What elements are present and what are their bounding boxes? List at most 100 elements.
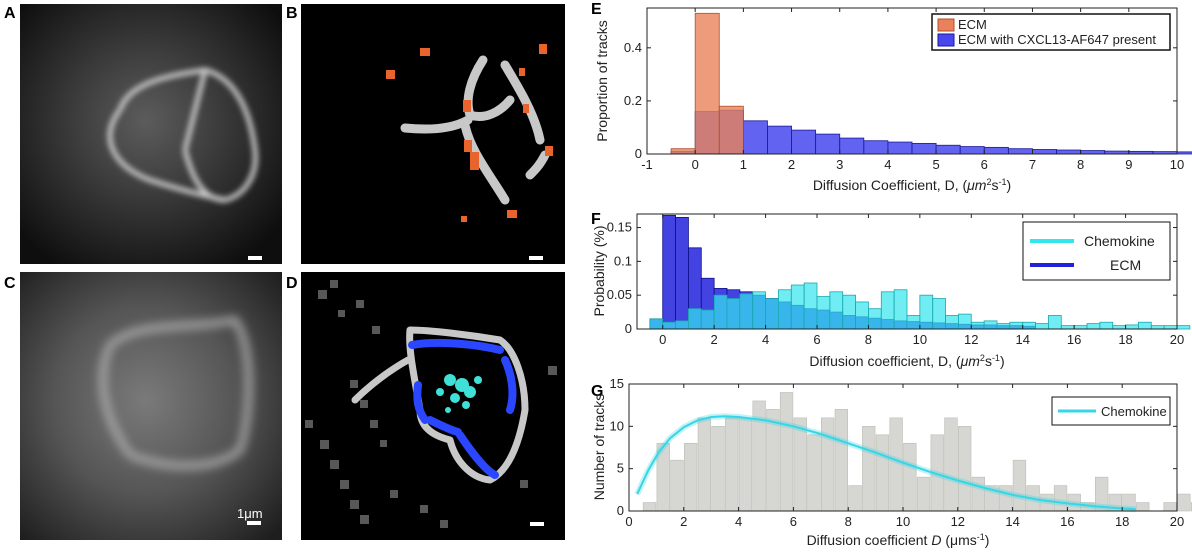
bar-chemokine — [713, 294, 728, 330]
x-tick-label: -1 — [641, 157, 653, 172]
y-tick-label: 0 — [635, 146, 642, 161]
bar-ecm-chemokine — [1007, 148, 1033, 155]
x-tick-label: 10 — [896, 514, 910, 529]
bar-chemokine — [662, 321, 676, 330]
bar-ecm — [670, 148, 696, 155]
micrograph-a — [20, 4, 282, 264]
bar-chemokine — [1176, 325, 1191, 330]
x-tick-label: 2 — [711, 332, 718, 347]
y-tick-label: 0.05 — [607, 287, 632, 302]
bar-chemokine — [752, 291, 766, 330]
bar-chemokine — [1138, 321, 1152, 330]
panel-letter-a: A — [4, 5, 16, 22]
bar-tracks — [1177, 493, 1191, 512]
x-tick-label: 5 — [932, 157, 939, 172]
bar-tracks — [779, 392, 794, 512]
bar-tracks — [807, 434, 821, 512]
bar-chemokine — [893, 289, 908, 330]
bar-tracks — [697, 417, 711, 512]
axes-frame — [636, 213, 1178, 330]
bar-ecm-chemokine — [959, 146, 985, 155]
x-tick-label: 20 — [1170, 332, 1184, 347]
bar-tracks — [1053, 485, 1068, 512]
bar-tracks — [957, 426, 972, 512]
y-axis-label: Proportion of tracks — [594, 20, 610, 141]
x-tick-label: 0 — [692, 157, 699, 172]
bar-ecm — [662, 214, 676, 330]
legend-label-ecm-chemokine: ECM with CXCL13-AF647 present — [958, 32, 1156, 47]
micrograph-c — [20, 272, 282, 540]
bar-chemokine — [1035, 323, 1049, 330]
bar-chemokine — [1163, 325, 1178, 330]
bar-tracks — [642, 502, 657, 512]
x-tick-label: 2 — [680, 514, 687, 529]
x-tick-label: 8 — [1077, 157, 1084, 172]
bar-chemokine — [932, 298, 946, 330]
x-tick-label: 8 — [865, 332, 872, 347]
bar-tracks — [862, 426, 876, 512]
x-tick-label: 16 — [1067, 332, 1081, 347]
bar-chemokine — [1099, 321, 1114, 330]
bar-ecm-chemokine — [1176, 151, 1192, 155]
y-tick-label: 0 — [617, 503, 624, 518]
y-tick-label: 5 — [617, 461, 624, 476]
x-tick-label: 4 — [762, 332, 769, 347]
legend-box — [931, 13, 1171, 51]
bar-chemokine — [996, 323, 1011, 330]
bar-chemokine — [1048, 315, 1062, 330]
bar-chemokine — [919, 294, 934, 330]
bar-tracks — [1163, 502, 1177, 512]
y-tick-label: 0.1 — [614, 253, 632, 268]
bar-chemokine — [778, 289, 792, 330]
bar-chemokine — [906, 315, 921, 330]
bar-chemokine — [765, 298, 779, 330]
legend-swatch-ecm — [937, 18, 955, 32]
bar-ecm-chemokine — [791, 129, 817, 155]
bar-chemokine — [1125, 324, 1139, 330]
x-tick-label: 4 — [884, 157, 891, 172]
bar-chemokine — [1150, 325, 1165, 330]
x-tick-label: 12 — [964, 332, 978, 347]
bar-ecm-chemokine — [935, 144, 961, 155]
x-tick-label: 3 — [836, 157, 843, 172]
bar-ecm-chemokine — [863, 140, 889, 155]
y-tick-label: 0.4 — [624, 40, 642, 55]
panel-letter-b: B — [286, 5, 298, 22]
y-tick-label: 0.2 — [624, 93, 642, 108]
chart-f: 0 2 4 6 8 10 12 14 16 18 20 0 0.05 0.1 0.15 FProbabilit… — [591, 211, 1191, 369]
x-tick-label: 14 — [1015, 332, 1029, 347]
axes-frame — [646, 7, 1178, 155]
track-map-d — [301, 272, 565, 540]
bar-chemokine — [1073, 325, 1088, 330]
bar-tracks — [738, 417, 753, 512]
panel-letter-e: E — [591, 1, 602, 18]
x-tick-label: 9 — [1125, 157, 1132, 172]
bar-ecm-chemokine — [911, 142, 937, 155]
legend-box — [1022, 221, 1171, 281]
bar-chemokine — [1060, 325, 1075, 330]
y-axis-label: Number of tracks — [591, 394, 607, 501]
bar-chemokine — [880, 291, 895, 330]
bar-chemokine — [1009, 321, 1024, 330]
bar-tracks — [683, 442, 698, 512]
bar-tracks — [670, 459, 684, 512]
bar-ecm-chemokine — [767, 125, 792, 155]
legend-label-ecm: ECM — [1110, 257, 1141, 273]
fit-line-chemokine — [636, 415, 1136, 511]
bar-tracks — [903, 442, 917, 512]
y-tick-label: 10 — [610, 418, 624, 433]
x-axis-label: Diffusion Coefficient, D, (μm2s-1) — [813, 177, 1011, 193]
panel-letter-d: D — [286, 275, 298, 292]
legend-label-chemokine: Chemokine — [1101, 404, 1167, 419]
x-tick-label: 1 — [740, 157, 747, 172]
bar-chemokine — [842, 294, 856, 330]
y-tick-label: 0.15 — [607, 220, 632, 235]
bar-ecm-chemokine — [887, 141, 913, 155]
x-tick-label: 18 — [1115, 514, 1129, 529]
bar-chemokine — [816, 296, 831, 330]
bar-tracks — [725, 417, 739, 512]
panel-letter-g: G — [591, 383, 603, 400]
